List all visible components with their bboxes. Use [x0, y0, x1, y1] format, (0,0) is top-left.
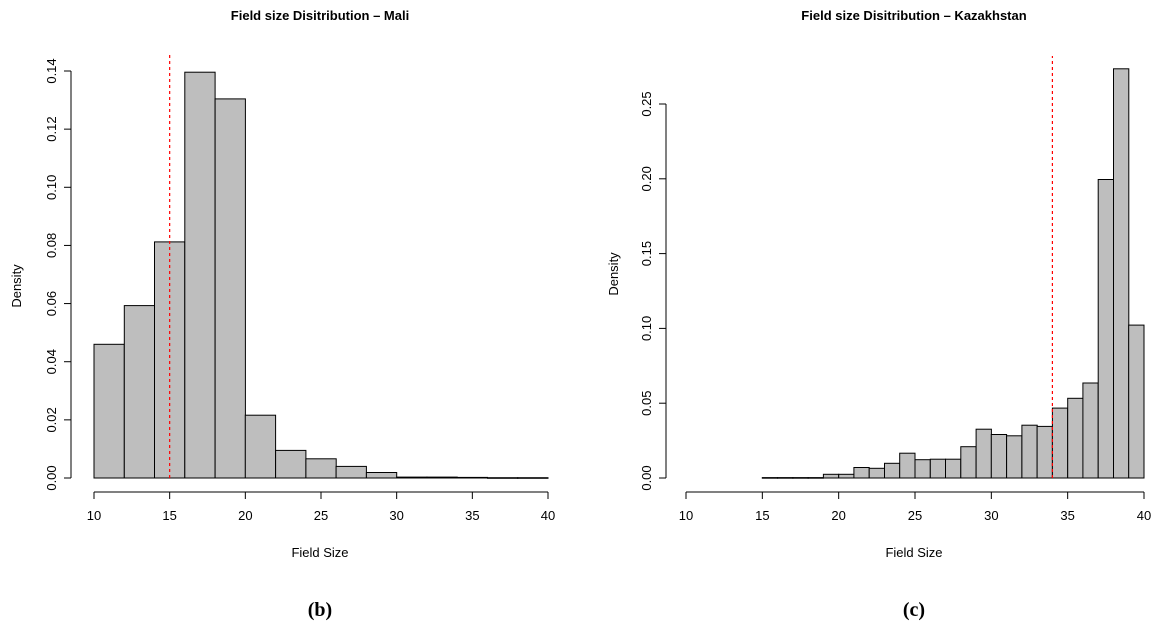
histogram-panel-mali: Field size Disitribution – Mali Density …: [9, 8, 555, 621]
histogram-bar: [792, 477, 809, 479]
histogram-bar: [123, 305, 156, 479]
x-axis: 10 15 20 25 30 35 40: [87, 491, 555, 523]
histogram-bar: [838, 473, 855, 479]
histogram-bar: [1051, 407, 1069, 479]
y-axis-label: Density: [606, 252, 621, 296]
x-tick-label: 10: [87, 508, 101, 523]
histogram-bar: [884, 462, 901, 479]
histogram-bar: [426, 476, 458, 479]
y-tick-label: 0.10: [639, 316, 654, 341]
x-tick-label: 15: [162, 508, 176, 523]
histogram-bar: [822, 473, 840, 479]
x-tick-label: 35: [1060, 508, 1074, 523]
histogram-bar: [1067, 397, 1084, 479]
histogram-bar: [807, 477, 824, 479]
histogram-bar: [929, 458, 947, 479]
y-tick-label: 0.05: [639, 391, 654, 416]
x-axis-label: Field Size: [885, 545, 942, 560]
histogram-bar: [487, 477, 519, 479]
x-tick-label: 40: [541, 508, 555, 523]
histogram-bar: [990, 434, 1008, 479]
chart-title: Field size Disitribution – Mali: [231, 8, 409, 23]
histogram-bar: [761, 477, 779, 479]
histogram-bar: [1036, 425, 1053, 479]
histogram-bar: [275, 449, 307, 479]
y-tick-label: 0.00: [639, 465, 654, 490]
x-axis: 10 15 20 25 30 35 40: [679, 491, 1151, 523]
histogram-bar: [335, 465, 367, 479]
y-tick-label: 0.02: [44, 407, 59, 432]
histogram-bar: [914, 459, 931, 479]
histogram-bar: [1006, 435, 1023, 479]
x-tick-label: 15: [755, 508, 769, 523]
x-axis-label: Field Size: [291, 545, 348, 560]
histogram-bar: [868, 467, 886, 479]
histogram-bar: [1113, 68, 1130, 479]
histogram-bar: [305, 458, 337, 479]
y-tick-label: 0.25: [639, 91, 654, 116]
x-tick-label: 30: [389, 508, 403, 523]
y-tick-label: 0.15: [639, 241, 654, 266]
histogram-bar: [777, 477, 794, 479]
histogram-bar: [517, 477, 549, 479]
bars-group: [93, 71, 549, 479]
y-tick-label: 0.04: [44, 349, 59, 374]
y-tick-label: 0.14: [44, 58, 59, 83]
y-tick-label: 0.10: [44, 175, 59, 200]
bars-group: [761, 68, 1145, 479]
y-tick-label: 0.12: [44, 116, 59, 141]
y-tick-label: 0.20: [639, 166, 654, 191]
panel-caption: (c): [903, 599, 925, 621]
x-tick-label: 20: [831, 508, 845, 523]
histogram-bar: [93, 343, 125, 479]
x-tick-label: 25: [908, 508, 922, 523]
chart-title: Field size Disitribution – Kazakhstan: [801, 8, 1026, 23]
y-tick-label: 0.00: [44, 465, 59, 490]
y-tick-label: 0.06: [44, 291, 59, 316]
histogram-bar: [1097, 179, 1114, 479]
x-tick-label: 35: [465, 508, 479, 523]
x-tick-label: 20: [238, 508, 252, 523]
x-tick-label: 30: [984, 508, 998, 523]
histogram-bar: [1128, 324, 1145, 479]
histogram-bar: [960, 446, 977, 479]
histogram-bar: [244, 414, 277, 479]
y-axis: 0.00 0.02 0.04 0.06 0.08 0.10 0.12 0.14: [44, 58, 72, 491]
histogram-bar: [899, 452, 916, 479]
histogram-bar: [1021, 424, 1038, 479]
histogram-bar: [1082, 382, 1099, 479]
histogram-bar: [154, 241, 186, 479]
histogram-bar: [214, 98, 246, 479]
histogram-bar: [365, 472, 398, 479]
histogram-bar: [945, 458, 962, 479]
x-tick-label: 40: [1137, 508, 1151, 523]
histogram-bar: [184, 71, 216, 479]
x-tick-label: 25: [314, 508, 328, 523]
histogram-bar: [456, 476, 489, 479]
panel-caption: (b): [308, 599, 332, 621]
histogram-panel-kazakhstan: Field size Disitribution – Kazakhstan De…: [606, 8, 1151, 621]
histogram-bar: [396, 476, 428, 479]
y-axis: 0.00 0.05 0.10 0.15 0.20 0.25: [639, 91, 667, 491]
histogram-bar: [853, 467, 870, 479]
histogram-bar: [975, 428, 992, 479]
y-tick-label: 0.08: [44, 233, 59, 258]
x-tick-label: 10: [679, 508, 693, 523]
y-axis-label: Density: [9, 264, 24, 308]
